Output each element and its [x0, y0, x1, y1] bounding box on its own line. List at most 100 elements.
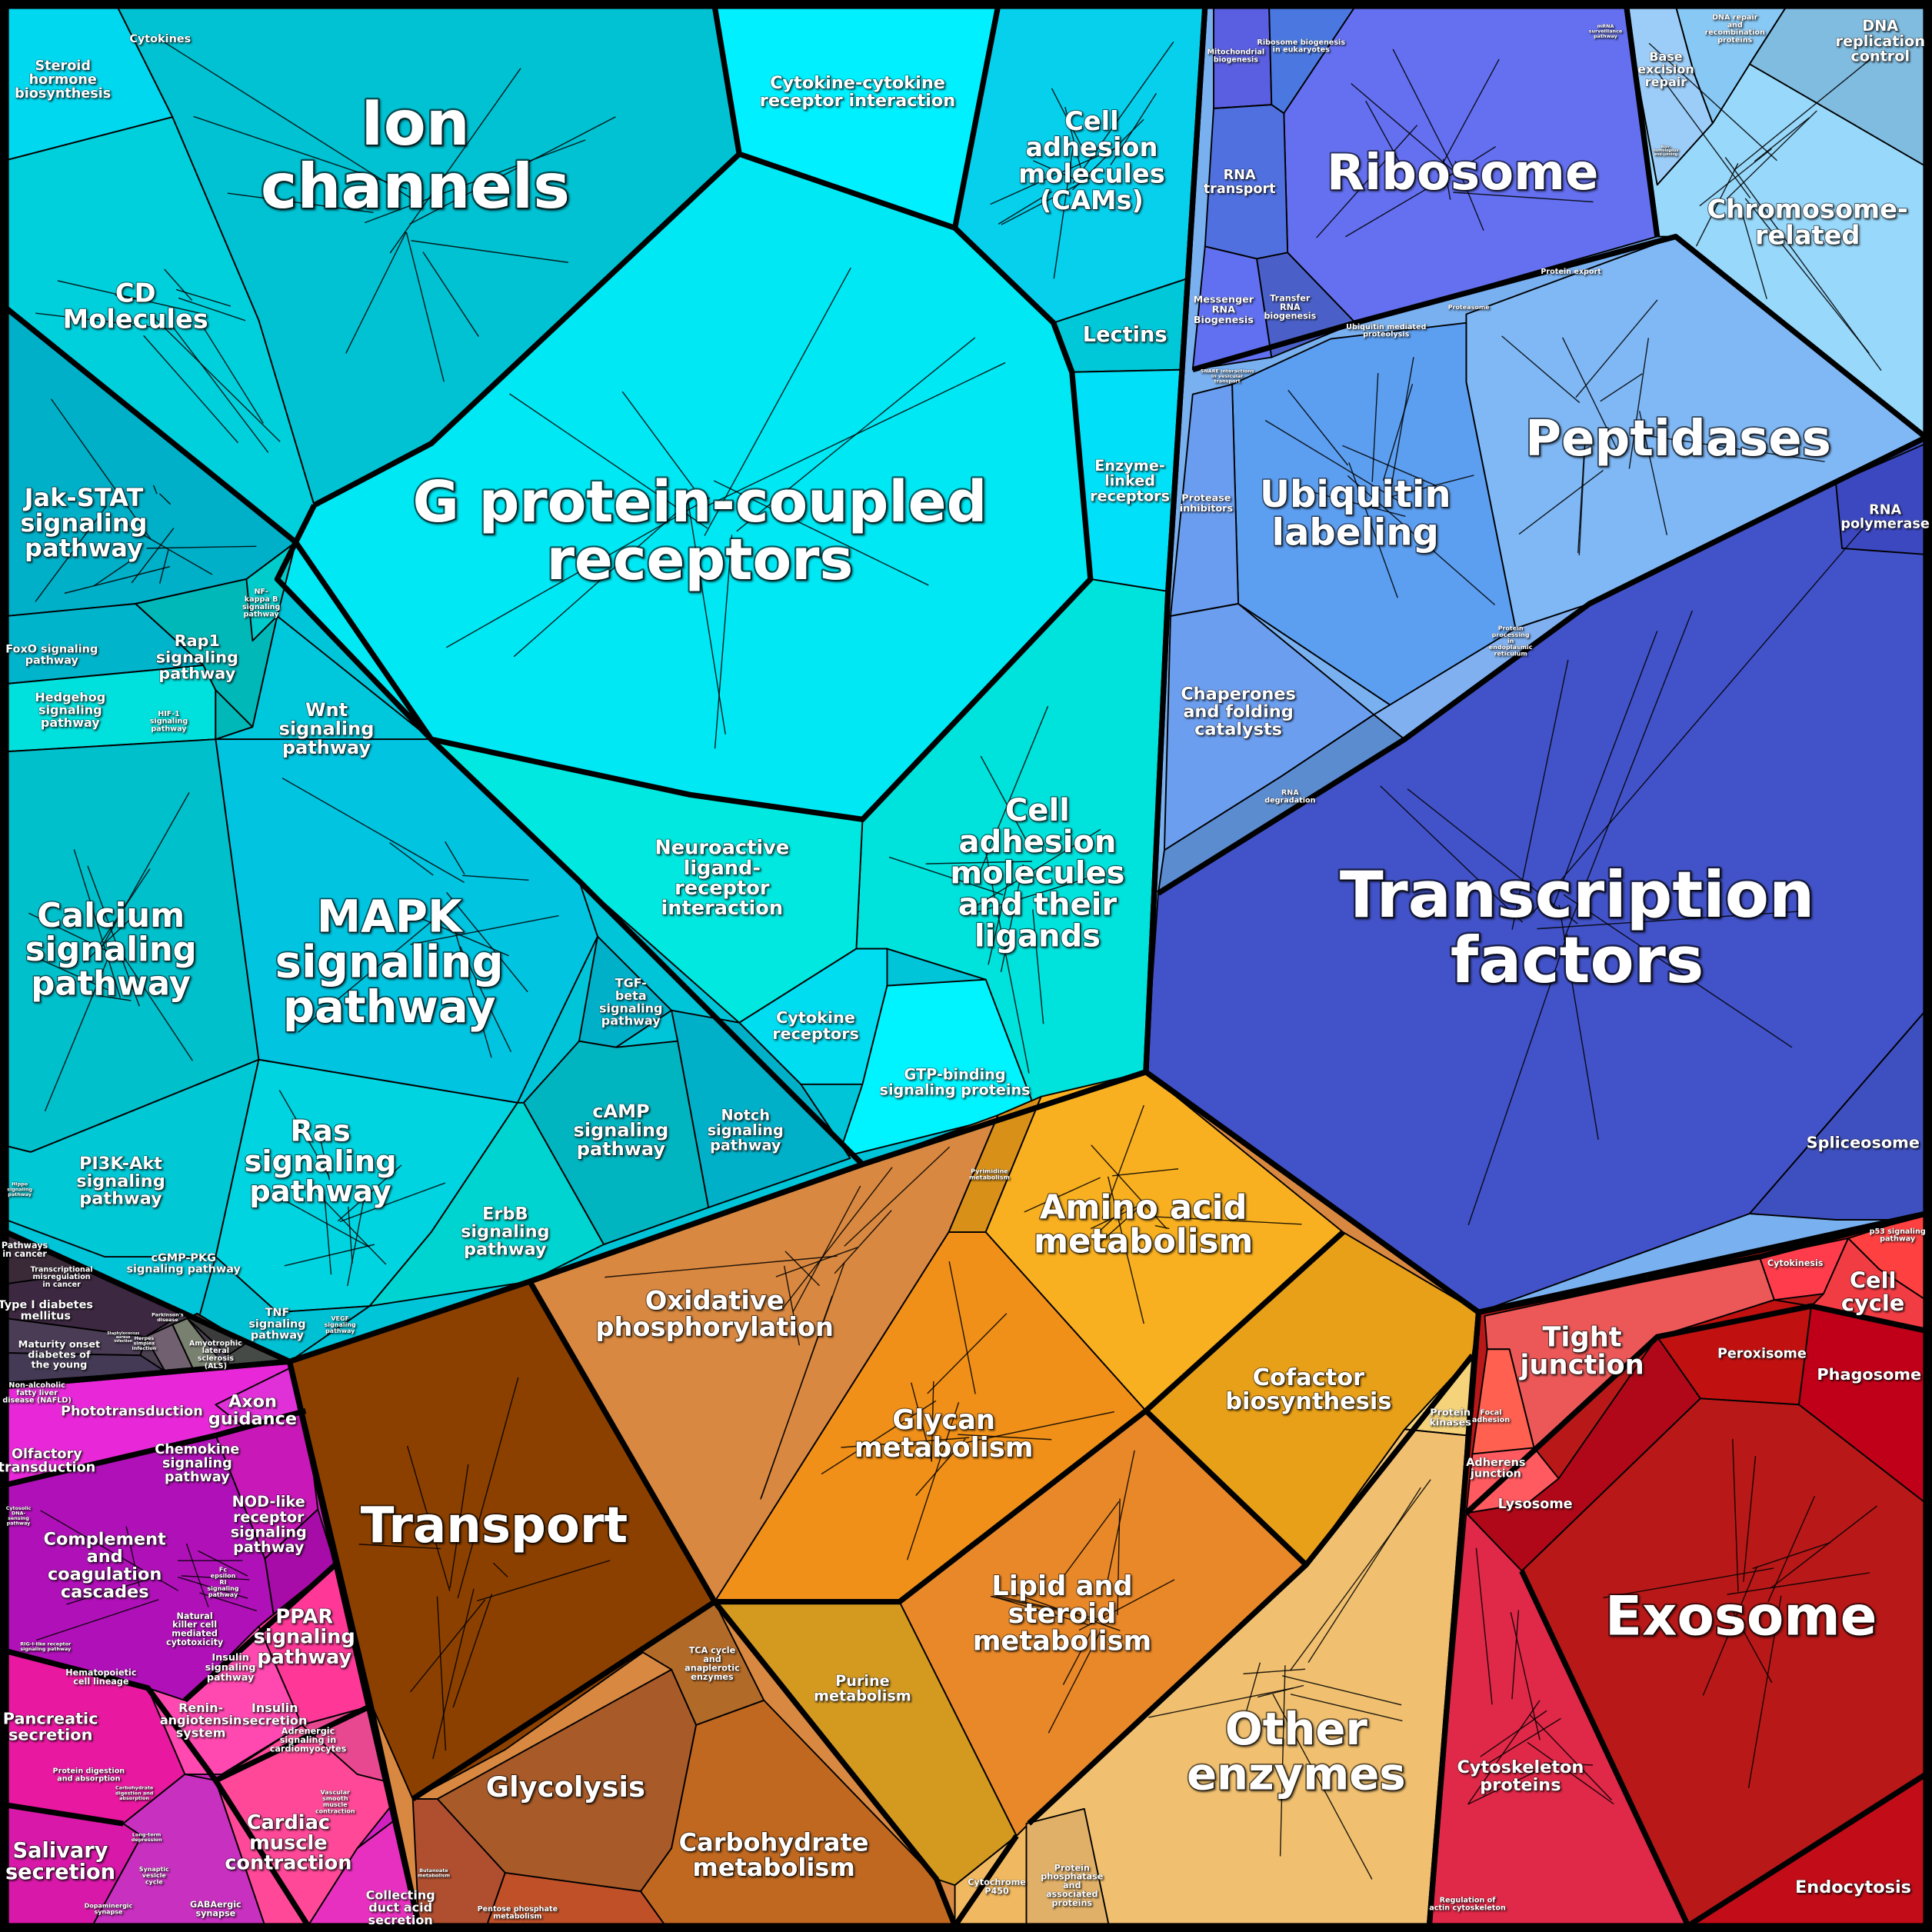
label-line: Cytosolic: [6, 1505, 32, 1511]
label-line: Natural: [177, 1611, 213, 1621]
cell-border: [318, 1128, 331, 1181]
label-line: Ribosome biogenesis: [1257, 38, 1345, 47]
label-cd-molecules: CD Molecules: [63, 278, 208, 334]
cell-border: [1279, 1665, 1286, 1857]
label-lipid: Lipid and steroid metabolism: [973, 1571, 1152, 1657]
label-p53: p53 signaling pathway: [1870, 1227, 1926, 1244]
label-line: Hedgehog: [35, 690, 105, 705]
cell-border: [1741, 214, 1767, 299]
label-line: TCA cycle: [689, 1646, 736, 1656]
label-line: in vesicular: [1211, 373, 1244, 379]
label-endocytosis: Endocytosis: [1795, 1877, 1911, 1897]
label-line: excision: [1637, 62, 1694, 76]
label-protein-digestion: Protein digestion and absorption: [53, 1767, 125, 1783]
cell-border: [1628, 338, 1650, 469]
cell-border: [1475, 1547, 1493, 1705]
label-line: signaling pathway: [20, 1646, 72, 1652]
cell-border: [821, 1400, 937, 1475]
cell-border: [66, 1577, 155, 1605]
label-line: pathway: [251, 1329, 305, 1341]
label-line: Lipid and: [991, 1571, 1132, 1602]
label-line: polymerase: [1840, 517, 1930, 532]
label-line: Olfactory: [12, 1447, 82, 1462]
label-line: synapse: [94, 1909, 123, 1916]
label-peptidases: Peptidases: [1525, 411, 1831, 468]
cell-border: [915, 1438, 966, 1497]
label-line: phosphorylation: [595, 1312, 834, 1342]
cell-border: [988, 861, 1014, 965]
label-parkinsons: Parkinson's disease: [152, 1312, 184, 1324]
label-line: MAPK: [317, 891, 464, 943]
label-line: proteins: [1717, 36, 1752, 45]
cell-border: [1281, 1675, 1402, 1706]
cell-border: [93, 554, 141, 587]
label-line: Chemokine: [155, 1442, 239, 1457]
label-line: secretion: [242, 1713, 307, 1727]
label-protease-inhibitors: Protease inhibitors: [1180, 493, 1234, 515]
label-line: Transcription: [1340, 858, 1814, 932]
label-line: Ras: [290, 1114, 350, 1149]
cell-border: [1744, 198, 1870, 354]
label-pentose: Pentose phosphate metabolism: [478, 1905, 558, 1921]
label-hif1: HIF-1 signaling pathway: [150, 710, 188, 734]
label-line: enzymes: [1187, 1748, 1406, 1800]
label-lectins: Lectins: [1083, 323, 1168, 347]
label-line: Chaperones: [1181, 685, 1296, 705]
cell-border: [1111, 1168, 1179, 1177]
label-line: VEGF: [331, 1315, 349, 1322]
cell-border: [410, 1599, 486, 1693]
group-borders-layer: [3, 3, 1929, 1929]
cell-border: [1392, 48, 1459, 179]
label-tca: TCA cycle and anaplerotic enzymes: [685, 1646, 740, 1682]
label-ion-channels: Ion channels: [261, 88, 570, 222]
cell-border: [1094, 1208, 1124, 1236]
label-nod-like: NOD-like receptor signaling pathway: [231, 1493, 307, 1556]
label-line: and folding: [1183, 701, 1293, 721]
label-oxphos: Oxidative phosphorylation: [595, 1286, 834, 1342]
cell-border: [1453, 192, 1594, 203]
cell-border: [621, 391, 695, 489]
label-line: end-joining: [1654, 152, 1678, 157]
label-line: NF-: [254, 588, 268, 596]
label-line: p53 signaling: [1870, 1227, 1926, 1236]
label-line: degradation: [1264, 796, 1315, 804]
label-line: PI3K-Akt: [79, 1154, 162, 1174]
cell-border: [1510, 1612, 1541, 1740]
label-line: (ALS): [205, 1362, 227, 1371]
cell-border: [1098, 1200, 1148, 1245]
label-line: pathway: [1880, 1235, 1916, 1244]
cell-border: [995, 1595, 1058, 1610]
label-line: signaling: [279, 718, 375, 739]
label-phosphatase: Protein phosphatase and associated proteins: [1041, 1863, 1103, 1908]
cell-border: [131, 528, 175, 584]
label-transport: Transport: [361, 1497, 628, 1554]
label-line: receptors: [772, 1024, 859, 1043]
label-cytoskeleton: Cytoskeleton proteins: [1457, 1757, 1584, 1795]
cell-border: [452, 1594, 493, 1708]
cell-border: [1365, 100, 1409, 179]
label-staph: Staphylococcus aureus infection: [107, 1331, 139, 1344]
label-insulin-signaling: Insulin signaling pathway: [205, 1652, 256, 1684]
label-line: signaling: [248, 1318, 305, 1331]
label-line: Insulin: [212, 1652, 248, 1664]
label-foxo: FoxO signaling pathway: [5, 644, 98, 668]
cell-border: [102, 792, 190, 948]
cell-border: [998, 191, 1052, 225]
label-line: DNA: [1862, 17, 1898, 35]
cell-border: [844, 1146, 951, 1247]
label-proteasome: Proteasome: [1448, 304, 1491, 311]
label-salivary: Salivary secretion: [5, 1839, 115, 1884]
cell-border: [1537, 911, 1800, 930]
cell-border: [1001, 177, 1091, 225]
label-line: junction: [1470, 1468, 1521, 1481]
label-line: kappa B: [245, 595, 278, 604]
label-chaperones: Chaperones and folding catalysts: [1181, 685, 1296, 740]
label-line: Base: [1649, 49, 1683, 64]
label-line: biosynthesis: [15, 86, 111, 102]
cell-border: [57, 280, 201, 315]
group-border: [712, 1600, 958, 1927]
cell-border: [990, 146, 1118, 205]
cell-border: [980, 755, 1034, 854]
label-line: pathway: [79, 1189, 162, 1209]
